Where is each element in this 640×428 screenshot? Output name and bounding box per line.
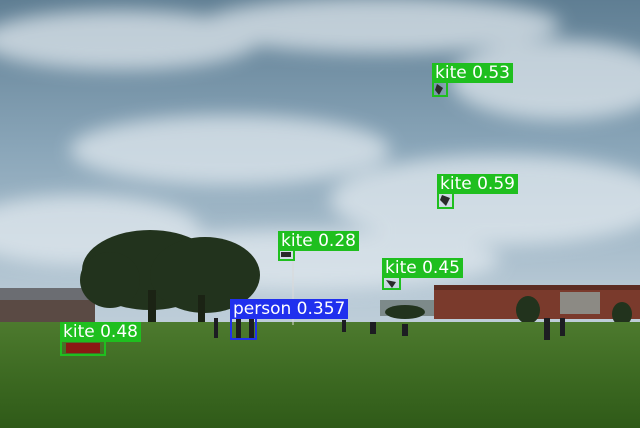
kite-detection-box-5: kite 0.48 <box>60 322 141 356</box>
kite-detection-label: kite 0.45 <box>382 258 463 278</box>
crowd-silhouettes <box>214 316 565 340</box>
kite-detection-label: kite 0.28 <box>278 231 359 251</box>
kite-detection-box-2: kite 0.59 <box>437 174 518 209</box>
kites-in-sky <box>66 84 450 353</box>
kite-detection-label: kite 0.53 <box>432 63 513 83</box>
kite-detection-box-1: kite 0.53 <box>432 63 513 97</box>
tree-line <box>80 230 632 330</box>
kite-detection-box-4: kite 0.45 <box>382 258 463 290</box>
person-detection-box: person 0.357 <box>230 299 349 340</box>
kite-detection-box-3: kite 0.28 <box>278 231 359 261</box>
person-detection-label: person 0.357 <box>230 299 349 319</box>
kite-detection-label: kite 0.48 <box>60 322 141 342</box>
kite-detection-label: kite 0.59 <box>437 174 518 194</box>
